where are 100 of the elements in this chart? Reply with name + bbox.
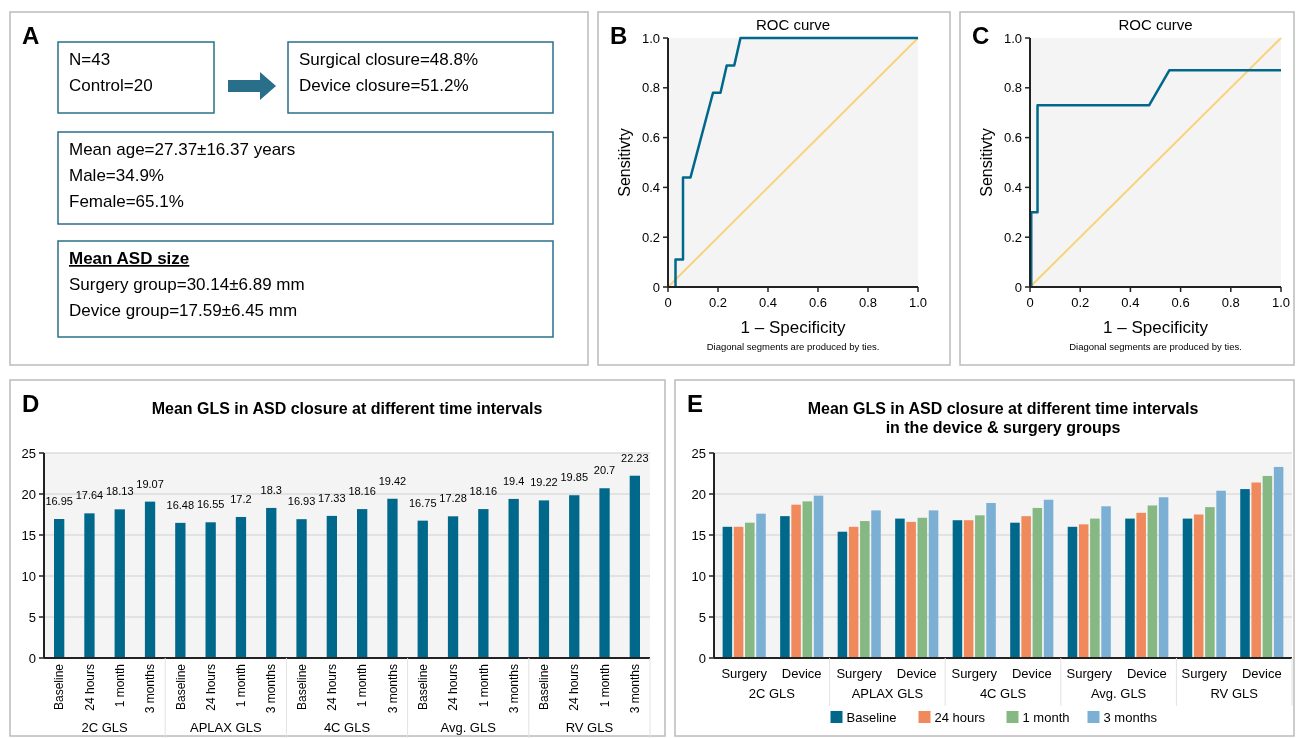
bar (848, 526, 859, 658)
bar (1273, 466, 1284, 658)
x-tick-label: 3 months (506, 664, 521, 714)
x-tick-label: 0.8 (1221, 295, 1240, 310)
bar (266, 507, 277, 658)
x-tick-label: 1 month (476, 664, 491, 708)
bar (860, 521, 870, 658)
x-axis-title: 1 – Specificity (740, 318, 846, 337)
x-tick-label: 0.2 (1071, 295, 1090, 310)
x-tick-label: Baseline (415, 663, 430, 711)
data-label: 16.95 (45, 495, 73, 508)
x-tick-label: 3 months (385, 664, 400, 714)
x-tick-label: 0 (664, 295, 672, 310)
x-tick-label: 1.0 (1271, 295, 1291, 310)
text: A (22, 22, 40, 49)
x-tick-label: 1 month (355, 664, 370, 708)
bar (1182, 518, 1193, 658)
text: RV GLS (1210, 686, 1259, 701)
x-tick-label: Baseline (537, 663, 552, 711)
x-tick-label: 0.8 (858, 295, 878, 310)
y-tick-label: 1.0 (1003, 30, 1022, 46)
x-tick-label: Device (781, 666, 822, 681)
x-tick-label: 0.4 (758, 295, 778, 310)
bar (722, 526, 733, 658)
x-tick-label: 3 months (143, 664, 158, 714)
y-tick-label: 25 (691, 445, 706, 461)
y-tick-label: 15 (691, 527, 706, 543)
data-label: 18.16 (469, 485, 498, 498)
x-tick-label: Surgery (836, 666, 883, 681)
text: RV GLS (565, 720, 614, 735)
data-label: 16.75 (408, 496, 437, 509)
text: Mean ASD size (69, 249, 190, 268)
y-tick-label: 25 (21, 445, 36, 461)
data-label: 17.2 (230, 492, 252, 505)
bar (1158, 497, 1169, 658)
legend-label: 3 months (1103, 710, 1158, 725)
bar (791, 504, 801, 658)
text: Surgical closure=48.8% (299, 50, 479, 69)
data-label: 16.55 (196, 498, 225, 511)
text: E (687, 390, 704, 417)
bar (235, 516, 247, 658)
data-label: 20.7 (593, 464, 616, 477)
x-tick-label: 24 hours (325, 664, 340, 711)
y-tick-label: 5 (698, 609, 706, 625)
y-tick-label: 10 (691, 568, 706, 584)
bar (54, 519, 65, 658)
x-tick-label: Baseline (294, 663, 309, 711)
text: APLAX GLS (190, 720, 262, 735)
data-label: 17.33 (318, 491, 346, 504)
x-tick-label: 0 (1026, 295, 1034, 310)
y-tick-label: 0 (698, 650, 706, 666)
x-tick-label: Surgery (721, 666, 768, 681)
bar (1147, 505, 1158, 658)
bar (928, 510, 939, 658)
y-tick-label: 5 (28, 609, 36, 625)
y-tick-label: 0.8 (641, 80, 660, 96)
legend-label: 24 hours (934, 710, 986, 725)
bar (813, 495, 824, 658)
text: B (610, 22, 628, 49)
bar (1216, 490, 1226, 658)
data-label: 16.48 (166, 498, 195, 511)
x-tick-label: 24 hours (82, 664, 97, 711)
chart-title: Mean GLS in ASD closure at different time intervals in the device & surgery groups (807, 400, 1199, 436)
chart-title: ROC curve (755, 16, 831, 33)
legend-label: 1 month (1022, 710, 1070, 725)
bar (1193, 514, 1204, 658)
bar (569, 495, 580, 658)
x-tick-label: Surgery (1181, 666, 1228, 681)
y-axis-title: Sensitivty (616, 128, 633, 197)
data-label: 17.64 (75, 489, 104, 502)
text: C (972, 22, 990, 49)
bar (756, 513, 766, 658)
x-tick-label: 0.6 (808, 295, 828, 310)
bar (417, 520, 428, 658)
bar (1032, 507, 1043, 658)
y-tick-label: 0 (1014, 279, 1022, 295)
x-tick-label: Baseline (173, 663, 188, 711)
bar (733, 526, 744, 658)
y-tick-label: 0.4 (641, 179, 660, 195)
bar (895, 518, 905, 658)
x-tick-label: 1.0 (908, 295, 928, 310)
bar (1090, 518, 1100, 658)
text: 4C GLS (979, 686, 1027, 701)
bar (963, 520, 974, 658)
text: Male=34.9% (69, 166, 164, 185)
x-tick-label: Device (896, 666, 937, 681)
x-tick-label: Device (1126, 666, 1167, 681)
data-label: 17.28 (439, 492, 467, 505)
bar (1240, 489, 1250, 658)
bar (599, 488, 610, 658)
bar (1262, 475, 1273, 658)
text: Device closure=51.2% (299, 76, 469, 95)
text: Female=65.1% (69, 192, 184, 211)
y-tick-label: 15 (21, 527, 36, 543)
data-label: 19.22 (530, 476, 558, 489)
text: Surgery group=30.14±6.89 mm (69, 275, 305, 294)
text: Avg. GLS (1090, 686, 1147, 701)
y-tick-label: 0.6 (641, 130, 660, 146)
bar (478, 509, 489, 658)
bar (1125, 518, 1135, 658)
